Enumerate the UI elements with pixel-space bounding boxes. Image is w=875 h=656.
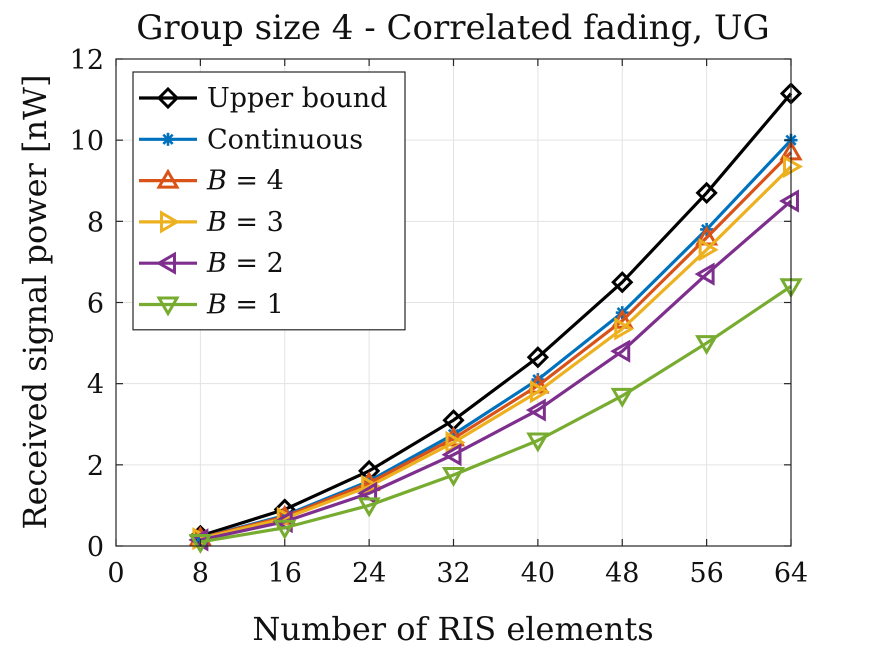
legend-box bbox=[132, 71, 406, 331]
legend-label: B = 1 bbox=[206, 290, 284, 321]
legend-item: B = 2 bbox=[139, 248, 284, 279]
y-tick-label: 8 bbox=[87, 207, 104, 238]
data-point-marker bbox=[698, 238, 719, 262]
legend-label: Continuous bbox=[207, 124, 363, 155]
legend-item: B = 3 bbox=[139, 207, 284, 238]
legend-item: Continuous bbox=[139, 124, 363, 155]
legend-item: B = 4 bbox=[139, 166, 284, 197]
legend-item: B = 1 bbox=[139, 290, 284, 321]
legend-swatch-marker bbox=[156, 86, 180, 110]
series-line bbox=[199, 151, 793, 540]
legend-item: Upper bound bbox=[139, 83, 387, 114]
x-tick-label: 40 bbox=[521, 558, 555, 589]
legend-swatch-marker bbox=[156, 168, 180, 189]
series-layer bbox=[188, 82, 803, 554]
x-tick-label: 48 bbox=[605, 558, 639, 589]
data-point-marker bbox=[526, 432, 550, 453]
data-point-marker bbox=[610, 339, 631, 363]
data-point-marker bbox=[273, 519, 297, 540]
series-line bbox=[200, 284, 792, 544]
legend-label: Upper bound bbox=[207, 83, 387, 114]
x-axis-label: Number of RIS elements bbox=[252, 610, 653, 648]
x-tick-label: 32 bbox=[436, 558, 470, 589]
y-tick-label: 0 bbox=[87, 532, 104, 563]
series-line bbox=[200, 199, 793, 542]
legend-label: B = 2 bbox=[206, 248, 284, 279]
data-point-marker bbox=[357, 497, 381, 518]
x-tick-label: 24 bbox=[352, 558, 386, 589]
y-tick-label: 2 bbox=[87, 451, 104, 482]
data-point-marker bbox=[695, 181, 718, 205]
data-point-marker bbox=[361, 474, 382, 498]
data-point-marker bbox=[614, 317, 635, 341]
y-tick-label: 4 bbox=[87, 370, 104, 401]
data-point-marker bbox=[529, 380, 550, 404]
data-point-marker bbox=[441, 443, 462, 467]
x-tick-label: 16 bbox=[268, 558, 302, 589]
data-point-marker bbox=[779, 189, 799, 213]
data-point-marker bbox=[611, 271, 634, 294]
series-line bbox=[199, 92, 793, 538]
y-tick-label: 6 bbox=[87, 289, 104, 320]
x-tick-label: 0 bbox=[107, 558, 124, 589]
legend-label: B = 3 bbox=[206, 207, 284, 238]
data-point-marker bbox=[610, 387, 634, 408]
data-point-marker bbox=[695, 335, 719, 356]
chart-title: Group size 4 - Correlated fading, UG bbox=[136, 8, 769, 48]
data-point-marker bbox=[525, 398, 546, 422]
x-tick-label: 64 bbox=[774, 558, 808, 589]
x-tick-label: 56 bbox=[689, 558, 723, 589]
data-point-marker bbox=[526, 346, 549, 369]
legend-swatch-marker bbox=[160, 210, 180, 234]
x-tick-label: 8 bbox=[192, 558, 209, 589]
data-point-marker bbox=[188, 533, 212, 554]
y-tick-label: 10 bbox=[70, 126, 104, 157]
data-point-marker bbox=[441, 466, 466, 487]
series-line bbox=[200, 165, 793, 541]
series-b-2 bbox=[188, 189, 799, 552]
legend-swatch-marker bbox=[156, 251, 176, 275]
legend-swatch-marker bbox=[161, 132, 175, 146]
data-point-marker bbox=[783, 154, 803, 179]
data-point-marker bbox=[694, 262, 715, 286]
y-tick-label: 12 bbox=[70, 45, 104, 76]
data-point-marker bbox=[441, 426, 466, 447]
legend-swatch-marker bbox=[156, 296, 180, 317]
legend-label: B = 4 bbox=[206, 166, 284, 197]
legend: Upper bound Continuous B = 4 B = 3 B = 2 B = … bbox=[132, 71, 406, 331]
y-axis-label: Received signal power [nW] bbox=[16, 74, 54, 529]
